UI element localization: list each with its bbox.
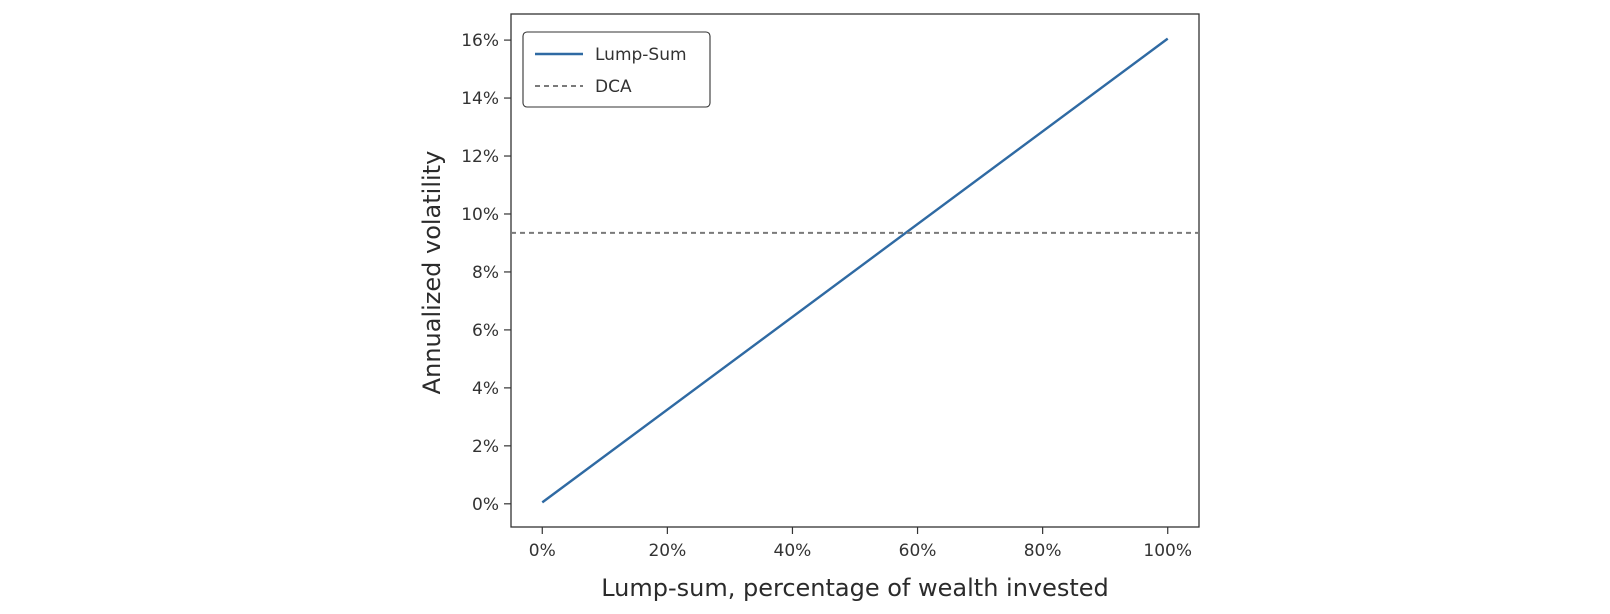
plot-frame: [510, 13, 1200, 528]
series-line-lump-sum: [541, 37, 1169, 504]
x-axis: 0% 20% 40% 60% 80% 100%: [529, 527, 1192, 561]
x-tick-label: 60%: [899, 541, 937, 561]
y-tick-label: 2%: [472, 437, 499, 457]
y-tick-label: 0%: [472, 495, 499, 515]
x-axis-title: Lump-sum, percentage of wealth invested: [601, 574, 1109, 602]
y-axis-title: Annualized volatility: [418, 151, 446, 395]
y-tick-label: 8%: [472, 263, 499, 283]
y-tick-label: 16%: [461, 31, 499, 51]
y-axis: 0% 2% 4% 6% 8% 10% 12% 14% 16%: [461, 31, 511, 515]
x-tick-label: 20%: [648, 541, 686, 561]
y-tick-label: 6%: [472, 321, 499, 341]
plot-area: [510, 13, 1200, 528]
y-tick-label: 10%: [461, 205, 499, 225]
legend: Lump-Sum DCA: [522, 31, 711, 108]
legend-box: [522, 31, 711, 108]
x-tick-label: 80%: [1024, 541, 1062, 561]
y-tick-label: 14%: [461, 89, 499, 109]
x-tick-label: 40%: [774, 541, 812, 561]
x-tick-label: 100%: [1143, 541, 1192, 561]
y-tick-label: 12%: [461, 147, 499, 167]
x-tick-label: 0%: [529, 541, 556, 561]
y-tick-label: 4%: [472, 379, 499, 399]
legend-label-lump-sum: Lump-Sum: [595, 45, 687, 65]
legend-label-dca: DCA: [595, 77, 632, 97]
